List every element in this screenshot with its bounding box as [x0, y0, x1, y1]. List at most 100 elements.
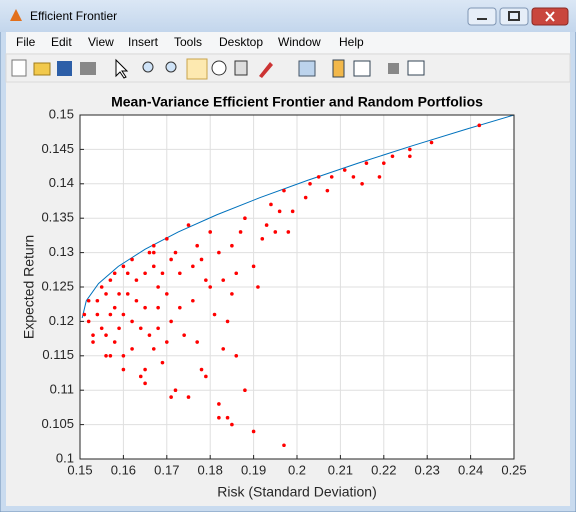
menu-item[interactable]: Desktop: [219, 35, 263, 49]
portfolio-point: [238, 230, 243, 234]
maximize-button[interactable]: [499, 7, 529, 26]
portfolio-point: [273, 230, 278, 234]
portfolio-point: [147, 250, 152, 255]
portfolio-point: [217, 415, 221, 420]
portfolio-point: [147, 333, 152, 337]
portfolio-point: [191, 298, 195, 303]
portfolio-point: [429, 140, 434, 145]
portfolio-point: [234, 354, 239, 358]
y-tick-label: 0.15: [49, 106, 74, 121]
x-tick-label: 0.22: [371, 462, 396, 477]
portfolio-point: [230, 422, 234, 427]
pointer-icon[interactable]: [115, 58, 129, 79]
portfolio-point: [390, 154, 395, 159]
portfolio-point: [377, 175, 382, 179]
portfolio-point: [256, 285, 260, 289]
y-tick-label: 0.125: [41, 278, 74, 293]
portfolio-point: [282, 188, 286, 193]
y-tick-label: 0.1: [56, 450, 74, 465]
y-tick-label: 0.11: [50, 382, 74, 397]
app-icon: [10, 9, 22, 21]
portfolio-point: [360, 182, 364, 186]
colorbar-icon[interactable]: [332, 59, 345, 78]
menu-item[interactable]: Help: [339, 35, 364, 49]
portfolio-point: [208, 230, 212, 234]
menu-item[interactable]: File: [16, 35, 36, 49]
portfolio-point: [104, 354, 108, 358]
dock-icon[interactable]: [407, 60, 425, 76]
print-icon[interactable]: [80, 62, 96, 75]
x-tick-label: 0.2: [288, 462, 306, 477]
pan-icon[interactable]: [186, 58, 208, 80]
portfolio-point: [186, 395, 191, 399]
portfolio-point: [364, 161, 369, 165]
x-tick-label: 0.16: [111, 462, 136, 477]
portfolio-point: [130, 319, 134, 324]
x-axis-label: Risk (Standard Deviation): [217, 484, 377, 500]
portfolio-point: [269, 202, 273, 207]
portfolio-point: [243, 388, 247, 393]
portfolio-point: [282, 443, 286, 448]
toolbar: [5, 53, 571, 83]
portfolio-point: [108, 278, 113, 282]
legend-icon[interactable]: [353, 60, 371, 77]
portfolio-point: [251, 264, 256, 269]
portfolio-point: [121, 264, 126, 269]
brush-icon[interactable]: [259, 62, 273, 78]
y-tick-label: 0.145: [41, 141, 74, 156]
rotate-icon[interactable]: [211, 60, 227, 76]
link-icon[interactable]: [298, 60, 316, 77]
portfolio-point: [121, 367, 126, 372]
portfolio-point: [382, 161, 386, 165]
portfolio-point: [186, 223, 191, 227]
portfolio-point: [178, 305, 182, 310]
portfolio-point: [195, 340, 199, 344]
menu-item[interactable]: Insert: [128, 35, 159, 49]
portfolio-point: [121, 312, 126, 317]
y-tick-label: 0.14: [49, 175, 74, 190]
portfolio-point: [169, 319, 173, 324]
portfolio-point: [251, 429, 256, 434]
portfolio-point: [173, 388, 178, 393]
x-tick-label: 0.19: [241, 462, 266, 477]
save-icon[interactable]: [57, 61, 72, 76]
x-tick-label: 0.25: [501, 462, 526, 477]
menu-item[interactable]: Tools: [174, 35, 202, 49]
new-icon[interactable]: [11, 59, 27, 77]
portfolio-point: [134, 298, 139, 303]
minimize-button[interactable]: [467, 7, 497, 26]
zoom-out-icon[interactable]: [165, 61, 177, 73]
portfolio-point: [104, 292, 108, 296]
y-axis-label: Expected Return: [21, 235, 37, 339]
open-icon[interactable]: [33, 62, 51, 76]
portfolio-point: [130, 347, 134, 351]
portfolio-point: [160, 360, 165, 365]
portfolio-point: [108, 312, 113, 317]
hide-tools-icon[interactable]: [388, 63, 399, 74]
portfolio-point: [138, 374, 143, 379]
portfolio-point: [95, 312, 100, 317]
menu-item[interactable]: View: [88, 35, 114, 49]
portfolio-point: [156, 326, 160, 331]
portfolio-point: [169, 257, 173, 262]
portfolio-point: [230, 243, 234, 248]
datacursor-icon[interactable]: [234, 60, 248, 76]
portfolio-point: [195, 243, 199, 248]
menu-item[interactable]: Edit: [51, 35, 72, 49]
portfolio-point: [182, 333, 186, 337]
portfolio-point: [221, 347, 226, 351]
portfolio-point: [165, 237, 169, 241]
portfolio-point: [178, 271, 182, 276]
portfolio-point: [260, 237, 265, 241]
menu-item[interactable]: Window: [278, 35, 321, 49]
zoom-in-icon[interactable]: [142, 61, 154, 73]
portfolio-point: [221, 278, 226, 282]
portfolio-point: [165, 340, 169, 344]
portfolio-point: [151, 264, 156, 269]
toolbar-icons: [11, 58, 425, 80]
portfolio-point: [143, 271, 147, 276]
portfolio-point: [151, 250, 156, 255]
window-title: Efficient Frontier: [30, 9, 117, 23]
